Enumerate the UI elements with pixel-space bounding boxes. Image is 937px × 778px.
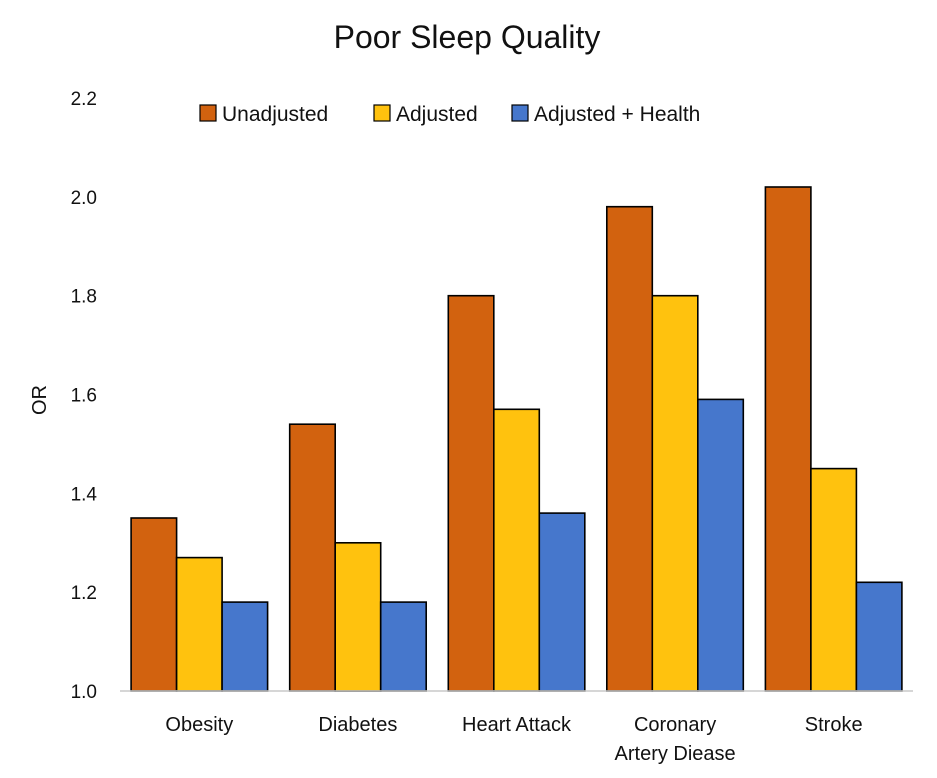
bar-adjusted-health <box>379 601 428 692</box>
legend-swatch <box>199 104 217 122</box>
legend-label: Unadjusted <box>222 103 328 126</box>
x-category-label: Coronary <box>634 714 716 736</box>
bar-adjusted <box>334 541 382 692</box>
bar-adjusted <box>810 467 858 692</box>
y-axis-label: OR <box>29 385 51 415</box>
bar-adjusted-health <box>696 398 745 692</box>
y-axis-ticks: 1.0 1.2 1.4 1.6 1.8 2.0 2.2 <box>71 89 98 703</box>
y-tick-label: 1.2 <box>71 583 97 604</box>
legend-swatch <box>373 104 391 122</box>
bar-adjusted-health <box>538 512 586 692</box>
bar-adjusted <box>492 408 541 692</box>
bar-unadjusted <box>605 205 654 692</box>
x-category-label: Stroke <box>805 714 863 736</box>
bar-adjusted-health <box>221 601 269 692</box>
x-axis-labels: Obesity Diabetes Heart Attack Coronary Arter… <box>165 714 862 765</box>
legend-swatch <box>511 104 529 122</box>
bar-adjusted <box>175 556 223 692</box>
bar-adjusted <box>651 294 699 692</box>
x-category-label: Artery Diease <box>615 743 736 765</box>
bar-adjusted-health <box>855 581 903 692</box>
bar-unadjusted <box>288 423 337 692</box>
legend-label: Adjusted <box>396 103 478 126</box>
legend: Unadjusted Adjusted Adjusted + Health <box>199 103 700 126</box>
x-category-label: Heart Attack <box>462 714 572 736</box>
y-tick-label: 2.2 <box>71 89 97 110</box>
bar-unadjusted <box>764 186 812 692</box>
y-tick-label: 1.4 <box>71 484 98 505</box>
y-tick-label: 1.6 <box>71 386 97 407</box>
bar-unadjusted <box>447 294 495 692</box>
y-tick-label: 2.0 <box>71 188 97 209</box>
y-tick-label: 1.8 <box>71 287 97 308</box>
x-category-label: Obesity <box>165 714 233 736</box>
bars <box>130 186 903 692</box>
x-category-label: Diabetes <box>318 714 397 736</box>
bar-unadjusted <box>130 517 178 692</box>
legend-label: Adjusted + Health <box>534 103 700 126</box>
y-tick-label: 1.0 <box>71 682 97 703</box>
chart-title: Poor Sleep Quality <box>334 19 601 55</box>
